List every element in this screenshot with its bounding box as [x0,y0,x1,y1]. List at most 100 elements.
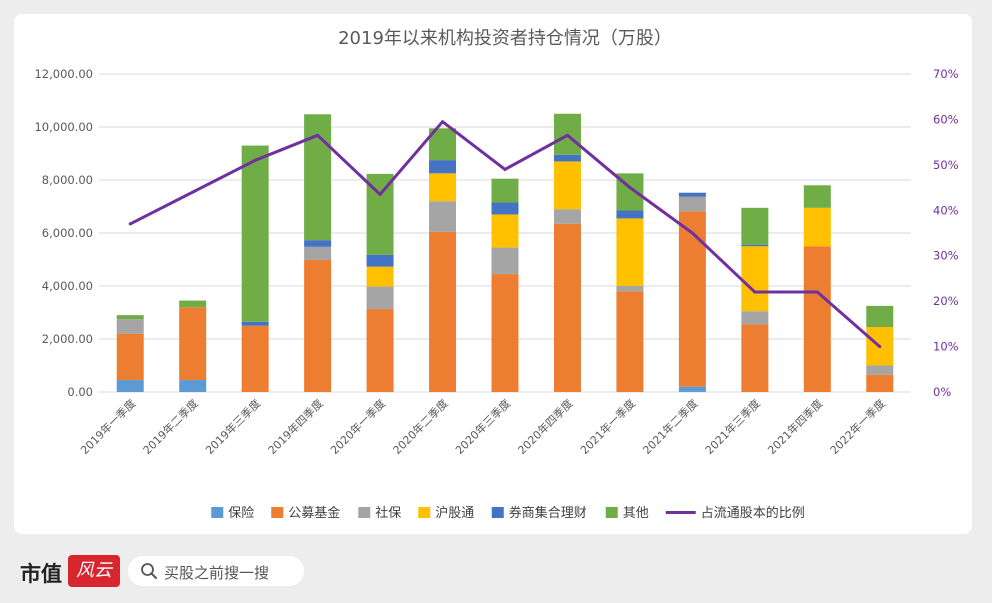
legend-swatch [418,507,431,518]
bar-segment [304,114,332,241]
bar-segment [803,207,831,247]
x-tick-label: 2019年四季度 [265,396,326,457]
bar-segment [491,178,519,203]
bar-segment [304,240,332,247]
bar-segment [429,173,457,202]
bar-segment [116,319,144,334]
bar-segment [866,374,894,392]
x-tick-label: 2019年二季度 [140,396,201,457]
legend-label: 公募基金 [288,505,340,521]
line-point [753,290,757,294]
legend-label: 保险 [228,506,254,521]
bar-segment [678,192,706,197]
brand-logo-text: 市值 [20,561,62,586]
search-placeholder: 买股之前搜一搜 [164,564,270,582]
x-tick-label: 2020年三季度 [452,396,513,457]
bar-segment [616,210,644,219]
legend-label: 券商集合理财 [509,505,587,521]
y-right-tick-label: 60% [933,112,959,126]
y-right-tick-label: 20% [933,294,959,308]
bar-segment [304,246,332,261]
y-left-tick-label: 10,000.00 [34,120,93,134]
y-left-tick-label: 8,000.00 [42,173,93,187]
bar-segment [866,365,894,375]
legend-label: 社保 [375,505,401,521]
chart-title: 2019年以来机构投资者持仓情况（万股） [338,28,672,49]
bar-segment [241,145,269,322]
line-point [316,133,320,137]
bar-segment [866,305,894,328]
bar-segment [241,321,269,326]
bar-segment [116,333,144,381]
y-left-tick-label: 0.00 [67,385,93,399]
x-tick-label: 2019年三季度 [202,396,263,457]
search-box[interactable]: 买股之前搜一搜 [128,556,304,586]
bar-segment [553,209,581,224]
y-left-tick-label: 2,000.00 [42,332,93,346]
bar-segment [678,386,706,392]
line-point [815,290,819,294]
bar-segment [179,307,207,381]
line-point [441,120,445,124]
x-tick-label: 2021年二季度 [640,396,701,457]
line-point [565,133,569,137]
y-right-tick-label: 40% [933,203,959,217]
x-tick-label: 2020年四季度 [515,396,576,457]
y-right-tick-label: 10% [933,340,959,354]
bar-segment [553,161,581,210]
y-right-tick-label: 50% [933,158,959,172]
bar-segment [803,246,831,392]
bar-segment [304,260,332,392]
bar-segment [741,246,769,312]
bar-segment [616,286,644,292]
bar-segment [741,244,769,247]
y-right-tick-label: 70% [933,67,959,81]
y-right-tick-label: 0% [933,385,951,399]
line-point [253,158,257,162]
legend-swatch [271,507,284,518]
x-tick-label: 2021年一季度 [577,396,638,457]
x-tick-label: 2020年二季度 [390,396,451,457]
x-tick-label: 2021年四季度 [765,396,826,457]
brand-logo-badge: 风云 [68,555,120,587]
bar-segment [741,207,769,245]
line-point [503,167,507,171]
line-point [878,345,882,349]
legend-swatch [358,507,371,518]
bar-segment [741,324,769,392]
bar-segment [616,218,644,286]
legend-swatch [211,507,224,518]
bar-segment [429,231,457,392]
chart-card: 2019年以来机构投资者持仓情况（万股） 0.00 2,000.00 4,000.00… [14,14,972,534]
y-right-tick-label: 30% [933,249,959,263]
bar-segment [179,380,207,392]
y-left-tick-label: 4,000.00 [42,279,93,293]
bar-segment [491,274,519,392]
line-point [191,190,195,194]
x-tick-label: 2022年一季度 [827,396,888,457]
y-left-tick-label: 6,000.00 [42,226,93,240]
bar-segment [116,315,144,320]
legend-label: 沪股通 [435,505,474,521]
line-point [690,231,694,235]
bar-segment [491,214,519,248]
bar-segment [366,309,394,392]
bar-segment [616,291,644,392]
legend-swatch [605,507,618,518]
bar-segment [366,254,394,267]
bar-segment [429,160,457,174]
bar-segment [553,154,581,162]
legend-swatch [491,507,504,518]
line-point [128,222,132,226]
bar-segment [491,247,519,275]
bar-segment [678,196,706,212]
search-icon [141,563,157,579]
y-left-tick-label: 12,000.00 [34,67,93,81]
bar-segment [116,380,144,392]
bar-segment [241,325,269,392]
bar-segment [553,223,581,392]
line-point [628,186,632,190]
bar-segment [803,185,831,208]
bar-segment [491,202,519,215]
x-tick-label: 2019年一季度 [78,396,139,457]
